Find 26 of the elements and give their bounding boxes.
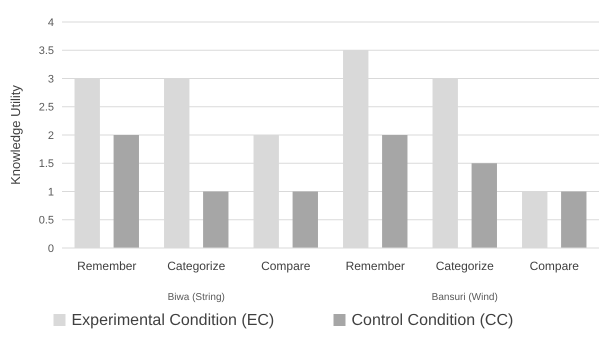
y-tick-label: 2.5	[38, 102, 54, 114]
text: Bansuri (Wind)	[432, 292, 498, 303]
bar	[561, 192, 586, 248]
y-tick-label: 1	[48, 186, 54, 198]
x-tick-label: Categorize	[167, 259, 226, 273]
legend-label: Control Condition (CC)	[352, 312, 514, 329]
bar	[292, 192, 318, 248]
x-tick-label: Remember	[77, 259, 136, 273]
text: Biwa (String)	[168, 292, 225, 303]
y-tick-label: 3	[48, 73, 54, 86]
y-tick-label: 3.5	[38, 45, 54, 58]
y-tick-label: 2	[48, 130, 54, 142]
x-tick-label: Categorize	[436, 259, 494, 273]
y-tick-label: 0	[48, 242, 54, 255]
bar	[472, 163, 497, 248]
y-tick-label: 0.5	[38, 214, 54, 227]
x-tick-label: Compare	[261, 259, 311, 273]
bar	[114, 135, 139, 248]
bar	[203, 192, 228, 248]
bar	[382, 135, 408, 248]
legend-label: Experimental Condition (EC)	[72, 312, 274, 329]
x-tick-label: Remember	[346, 259, 405, 273]
y-tick-label: 4	[48, 16, 54, 29]
x-tick-label: Compare	[530, 259, 580, 273]
y-tick-label: 1.5	[38, 158, 54, 170]
y-axis-title: Knowledge Utility	[8, 84, 23, 185]
